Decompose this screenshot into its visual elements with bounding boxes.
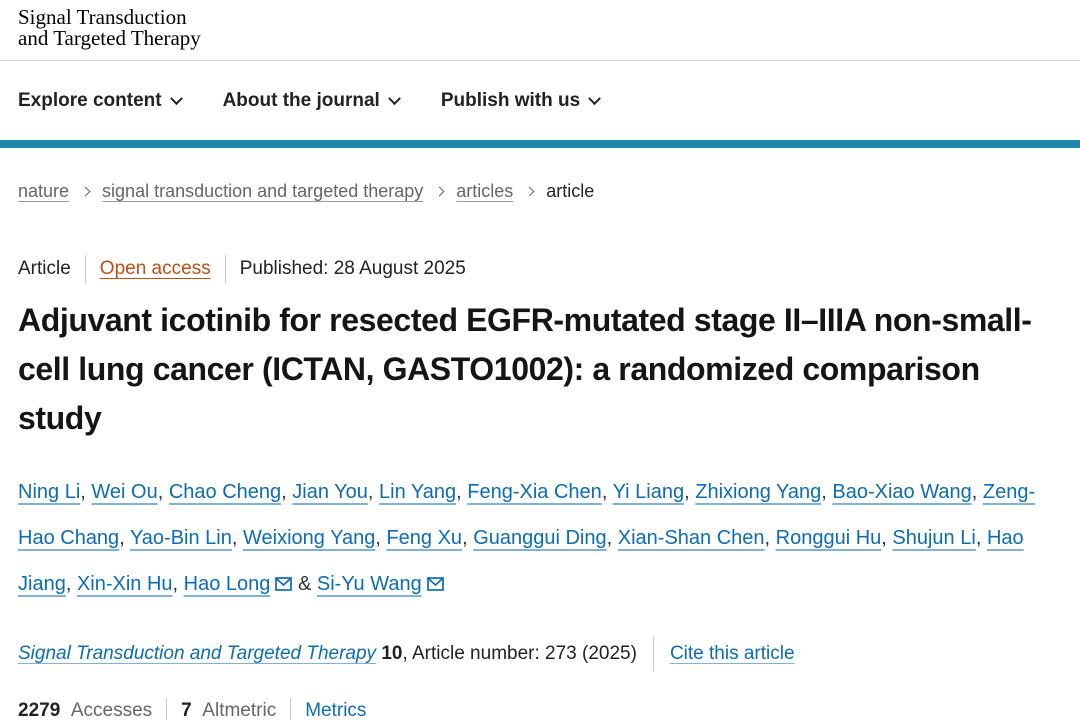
- author-separator: ,: [456, 481, 468, 503]
- divider: [652, 637, 654, 671]
- author-link[interactable]: Hao Jiang: [18, 527, 1024, 595]
- volume-number: 10: [381, 643, 403, 664]
- author-separator: ,: [231, 527, 243, 549]
- nav-item-label: About the journal: [222, 90, 380, 111]
- divider: [290, 698, 292, 720]
- author-separator: ,: [80, 481, 92, 503]
- author-link[interactable]: Xin-Xin Hu: [76, 573, 173, 595]
- author-separator: ,: [281, 481, 293, 503]
- accesses-count: 2279: [18, 700, 61, 720]
- author-separator: ,: [65, 573, 77, 595]
- author-link[interactable]: Xian-Shan Chen: [617, 527, 765, 549]
- author-link[interactable]: Si-Yu Wang: [316, 573, 422, 595]
- chevron-right-icon: [434, 186, 445, 197]
- altmetric-label: Altmetric: [202, 700, 277, 720]
- chevron-right-icon: [524, 186, 535, 197]
- envelope-icon[interactable]: [275, 577, 293, 591]
- article-number-text: , Article number: 273 (2025): [402, 643, 637, 664]
- journal-accent-bar: [0, 140, 1080, 148]
- journal-logo[interactable]: Signal Transduction and Targeted Therapy: [18, 7, 201, 49]
- author-separator: ,: [606, 527, 618, 549]
- author-link[interactable]: Ronggui Hu: [775, 527, 882, 549]
- author-ampersand: &: [292, 573, 317, 595]
- breadcrumb-item-signal-transduction-and-targeted-therapy[interactable]: signal transduction and targeted therapy: [102, 181, 424, 201]
- author-link[interactable]: Jian You: [292, 481, 368, 503]
- author-link[interactable]: Wei Ou: [91, 481, 158, 503]
- metrics-row: 2279 Accesses 7 Altmetric Metrics: [18, 698, 1062, 720]
- altmetric-count: 7: [181, 700, 192, 720]
- chevron-down-icon: [387, 91, 401, 105]
- author-separator: ,: [975, 527, 987, 549]
- author-link[interactable]: Yao-Bin Lin: [129, 527, 232, 549]
- nav-item-explore-content[interactable]: Explore content: [18, 90, 183, 112]
- article-type-label: Article: [18, 258, 71, 279]
- main-navbar: Explore content About the journal Publish …: [0, 60, 1080, 140]
- article-title: Adjuvant icotinib for resected EGFR-muta…: [18, 302, 1032, 436]
- author-link[interactable]: Yi Liang: [612, 481, 685, 503]
- nav-item-about-the-journal[interactable]: About the journal: [222, 90, 401, 112]
- author-separator: ,: [821, 481, 833, 503]
- author-separator: ,: [764, 527, 776, 549]
- nav-item-label: Publish with us: [440, 90, 581, 111]
- author-separator: ,: [684, 481, 696, 503]
- author-separator: ,: [367, 481, 380, 503]
- author-link[interactable]: Shujun Li: [892, 527, 976, 549]
- main-nav: Explore content About the journal Publish …: [18, 90, 1062, 112]
- author-link[interactable]: Zeng-Hao Chang: [18, 481, 1036, 549]
- author-separator: ,: [971, 481, 983, 503]
- breadcrumb-item-articles[interactable]: articles: [456, 181, 514, 201]
- author-separator: ,: [462, 527, 474, 549]
- nav-item-label: Explore content: [18, 90, 162, 111]
- author-link[interactable]: Hao Long: [183, 573, 271, 595]
- author-link[interactable]: Feng-Xia Chen: [467, 481, 602, 503]
- journal-header: Signal Transduction and Targeted Therapy: [0, 0, 1080, 60]
- cite-this-article-link[interactable]: Cite this article: [669, 643, 795, 664]
- chevron-right-icon: [80, 186, 91, 197]
- author-link[interactable]: Chao Cheng: [168, 481, 282, 503]
- journal-citation-link[interactable]: Signal Transduction and Targeted Therapy: [18, 643, 377, 664]
- author-link[interactable]: Guanggui Ding: [473, 527, 607, 549]
- journal-logo-line1: Signal Transduction: [18, 5, 187, 29]
- published-date: Published: 28 August 2025: [239, 258, 466, 279]
- author-separator: ,: [881, 527, 893, 549]
- chevron-down-icon: [588, 91, 602, 105]
- breadcrumb-item-article: article: [546, 181, 595, 201]
- breadcrumb: nature signal transduction and targeted t…: [18, 181, 1062, 202]
- author-separator: ,: [157, 481, 169, 503]
- metrics-link[interactable]: Metrics: [305, 700, 367, 720]
- article-main: nature signal transduction and targeted t…: [0, 181, 1080, 720]
- author-list: Ning Li, Wei Ou, Chao Cheng, Jian You, L…: [18, 469, 1048, 607]
- author-separator: ,: [601, 481, 613, 503]
- divider: [166, 698, 168, 720]
- nav-item-publish-with-us[interactable]: Publish with us: [440, 90, 602, 112]
- author-separator: ,: [375, 527, 387, 549]
- divider: [84, 255, 86, 283]
- citation-row: Signal Transduction and Targeted Therapy…: [18, 637, 1062, 671]
- breadcrumb-item-nature[interactable]: nature: [18, 181, 70, 201]
- author-link[interactable]: Feng Xu: [386, 527, 463, 549]
- divider: [224, 255, 226, 283]
- author-separator: ,: [119, 527, 130, 549]
- author-link[interactable]: Lin Yang: [379, 481, 457, 503]
- author-link[interactable]: Weixiong Yang: [243, 527, 376, 549]
- author-link[interactable]: Zhixiong Yang: [695, 481, 822, 503]
- article-meta-row: Article Open access Published: 28 August…: [18, 255, 1062, 283]
- chevron-down-icon: [169, 91, 183, 105]
- journal-logo-line2: and Targeted Therapy: [18, 26, 201, 50]
- author-separator: ,: [172, 573, 184, 595]
- accesses-label: Accesses: [70, 700, 153, 720]
- open-access-link[interactable]: Open access: [99, 258, 211, 279]
- author-link[interactable]: Ning Li: [18, 481, 81, 503]
- author-link[interactable]: Bao-Xiao Wang: [832, 481, 972, 503]
- envelope-icon[interactable]: [426, 577, 444, 591]
